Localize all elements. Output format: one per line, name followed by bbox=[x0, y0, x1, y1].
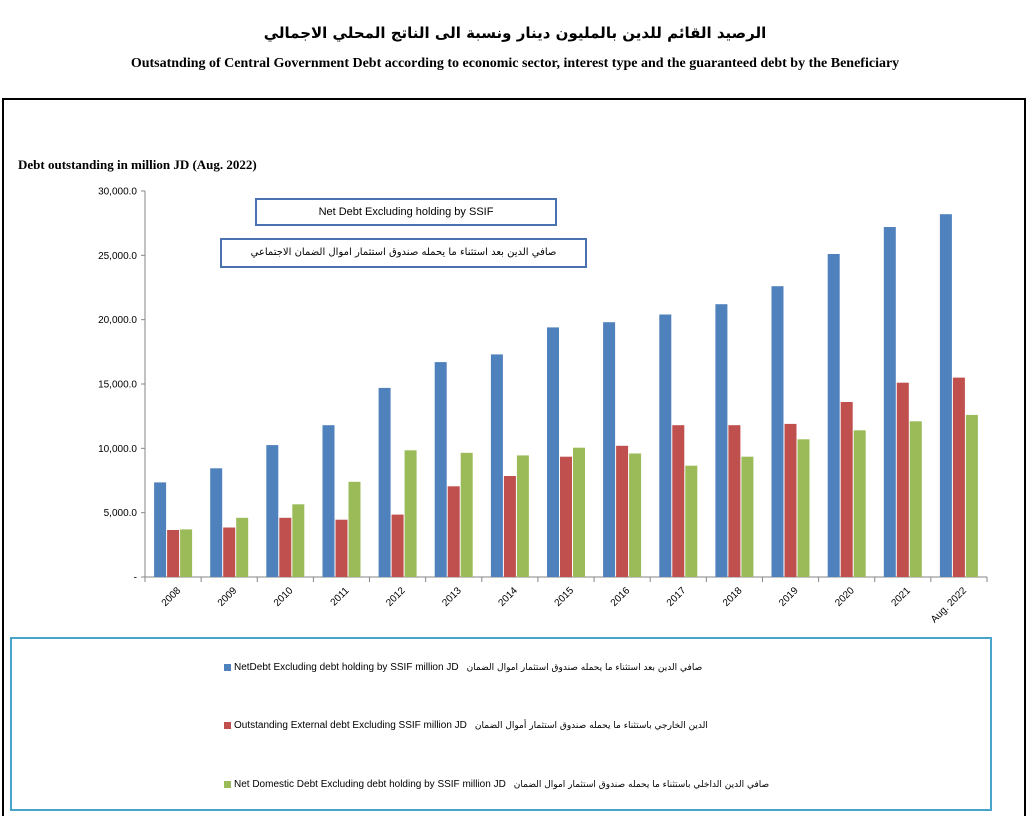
x-tick-label: 2018 bbox=[721, 585, 745, 609]
x-tick-label: 2010 bbox=[272, 585, 296, 609]
y-tick-label: 5,000.0 bbox=[104, 508, 138, 519]
legend-label-external-debt-arabic: الدين الخارجي باستثناء ما يحمله صندوق اس… bbox=[474, 720, 708, 731]
chart-legend: NetDebt Excluding debt holding by SSIF m… bbox=[10, 637, 992, 811]
x-tick-label: 2020 bbox=[833, 585, 857, 609]
bar-net-debt bbox=[659, 314, 672, 577]
bar-domestic-debt bbox=[460, 452, 473, 577]
chart-frame bbox=[2, 98, 1026, 816]
bar-net-debt bbox=[715, 304, 728, 577]
x-tick-label: 2014 bbox=[496, 585, 520, 609]
legend-item-external-debt: Outstanding External debt Excluding SSIF… bbox=[224, 720, 708, 731]
bar-domestic-debt bbox=[685, 465, 698, 577]
bar-external-debt bbox=[952, 377, 965, 577]
bar-external-debt bbox=[223, 527, 236, 577]
bar-external-debt bbox=[672, 425, 685, 577]
bar-domestic-debt bbox=[180, 529, 193, 577]
legend-item-domestic-debt: Net Domestic Debt Excluding debt holding… bbox=[224, 779, 769, 790]
y-tick-label: 15,000.0 bbox=[98, 380, 137, 391]
bar-external-debt bbox=[279, 517, 292, 577]
bar-domestic-debt bbox=[741, 456, 754, 577]
x-tick-label: 2019 bbox=[777, 585, 801, 609]
y-tick-label: 10,000.0 bbox=[98, 444, 137, 455]
x-tick-label: 2017 bbox=[665, 585, 689, 609]
bar-net-debt bbox=[490, 354, 503, 577]
x-tick-label: 2021 bbox=[889, 585, 913, 609]
legend-label-domestic-debt-arabic: صافي الدين الداخلي باستثناء ما يحمله صند… bbox=[513, 779, 770, 790]
y-tick-label: 20,000.0 bbox=[98, 315, 137, 326]
bar-domestic-debt bbox=[965, 414, 978, 577]
annotation-box-english: Net Debt Excluding holding by SSIF bbox=[255, 198, 557, 226]
bar-external-debt bbox=[840, 402, 853, 577]
bar-external-debt bbox=[391, 514, 404, 577]
x-tick-label: 2015 bbox=[553, 585, 577, 609]
bar-net-debt bbox=[210, 468, 223, 577]
y-tick-label: 25,000.0 bbox=[98, 251, 137, 262]
bar-domestic-debt bbox=[797, 439, 810, 577]
bar-external-debt bbox=[167, 530, 180, 577]
bar-domestic-debt bbox=[573, 447, 585, 577]
bar-external-debt bbox=[335, 519, 348, 577]
bar-domestic-debt bbox=[853, 430, 866, 577]
bar-net-debt bbox=[266, 445, 279, 577]
bar-chart: - 5,000.0 10,000.0 15,000.0 20,000.0 25,000.0… bbox=[98, 187, 988, 625]
legend-swatch-external-debt bbox=[224, 722, 231, 729]
bar-domestic-debt bbox=[404, 450, 417, 577]
legend-swatch-domestic-debt bbox=[224, 781, 231, 788]
annotation-text-english: Net Debt Excluding holding by SSIF bbox=[318, 206, 494, 218]
legend-label-net-debt: NetDebt Excluding debt holding by SSIF m… bbox=[234, 662, 459, 673]
x-tick-label: Aug. 2022 bbox=[929, 585, 969, 625]
bar-net-debt bbox=[154, 482, 167, 577]
annotation-box-arabic: صافي الدين بعد استثناء ما يحمله صندوق اس… bbox=[220, 238, 587, 268]
bar-domestic-debt bbox=[909, 421, 922, 577]
legend-item-net-debt: NetDebt Excluding debt holding by SSIF m… bbox=[224, 662, 702, 673]
bar-external-debt bbox=[896, 382, 909, 577]
y-tick-label: 30,000.0 bbox=[98, 187, 137, 198]
x-tick-label: 2013 bbox=[440, 585, 464, 609]
bar-domestic-debt bbox=[292, 504, 305, 577]
bar-domestic-debt bbox=[348, 481, 361, 577]
bar-net-debt bbox=[827, 254, 840, 577]
legend-label-external-debt: Outstanding External debt Excluding SSIF… bbox=[234, 720, 467, 731]
legend-label-net-debt-arabic: صافي الدين بعد استثناء ما يحمله صندوق اس… bbox=[466, 662, 703, 673]
x-tick-label: 2012 bbox=[384, 585, 408, 609]
x-tick-label: 2009 bbox=[216, 585, 240, 609]
chart-heading: Debt outstanding in million JD (Aug. 202… bbox=[18, 157, 257, 172]
bar-external-debt bbox=[503, 476, 516, 577]
bar-net-debt bbox=[434, 362, 447, 577]
bar-net-debt bbox=[771, 286, 784, 577]
bar-net-debt bbox=[603, 322, 616, 577]
page-title-english: Outsatnding of Central Government Debt a… bbox=[130, 56, 900, 71]
bar-domestic-debt bbox=[516, 455, 529, 577]
page-title-arabic: الرصيد القائم للدين بالمليون دينار ونسبة… bbox=[263, 24, 767, 42]
bar-external-debt bbox=[560, 456, 572, 577]
bar-domestic-debt bbox=[236, 517, 249, 577]
bar-external-debt bbox=[784, 423, 797, 577]
legend-swatch-net-debt bbox=[224, 664, 231, 671]
annotation-text-arabic: صافي الدين بعد استثناء ما يحمله صندوق اس… bbox=[250, 247, 557, 258]
bar-net-debt bbox=[939, 214, 952, 577]
bar-net-debt bbox=[547, 327, 559, 577]
legend-label-domestic-debt: Net Domestic Debt Excluding debt holding… bbox=[234, 779, 506, 790]
bar-external-debt bbox=[728, 425, 741, 577]
x-tick-label: 2008 bbox=[160, 585, 184, 609]
bar-domestic-debt bbox=[629, 453, 642, 577]
bar-net-debt bbox=[883, 227, 896, 577]
x-tick-label: 2016 bbox=[609, 585, 633, 609]
x-tick-label: 2011 bbox=[329, 585, 352, 608]
bar-net-debt bbox=[378, 387, 391, 577]
y-tick-label: - bbox=[134, 573, 137, 584]
bar-external-debt bbox=[616, 445, 629, 577]
bar-external-debt bbox=[447, 486, 460, 577]
bar-net-debt bbox=[322, 425, 335, 577]
